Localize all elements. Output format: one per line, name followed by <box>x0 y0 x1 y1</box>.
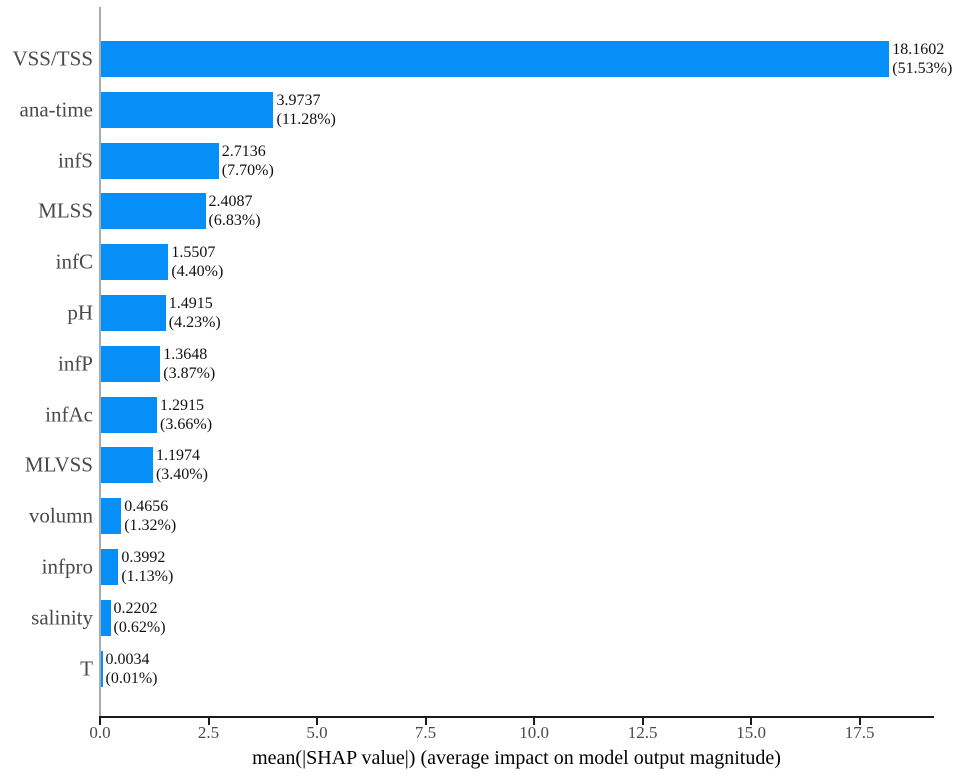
x-tick <box>316 718 319 725</box>
bar-value-label: 0.0034 (0.01%) <box>106 650 158 688</box>
category-label: T <box>80 656 93 681</box>
bar-percent: (11.28%) <box>276 110 336 128</box>
bar-percent: (3.40%) <box>155 466 208 484</box>
x-tick-label: 15.0 <box>736 723 766 742</box>
bar <box>101 295 166 331</box>
category-label: salinity <box>31 605 93 630</box>
x-tick <box>858 718 861 725</box>
bar-value-label: 2.7136 (7.70%) <box>222 142 274 180</box>
bar <box>101 244 169 281</box>
bar-value-label: 1.5507 (4.40%) <box>171 243 223 281</box>
x-tick-label: 17.5 <box>844 723 875 742</box>
bar-value-label: 18.1602 (51.53%) <box>892 40 952 78</box>
bar <box>101 142 219 179</box>
bar-percent: (4.23%) <box>168 314 221 331</box>
category-label: infAc <box>45 402 93 427</box>
bar <box>101 41 890 77</box>
category-label: infpro <box>41 554 93 579</box>
bar-value: 1.1974 <box>155 447 200 465</box>
bar-percent: (3.66%) <box>160 415 213 433</box>
x-tick-label: 2.5 <box>197 723 220 742</box>
x-tick <box>750 718 753 725</box>
bar <box>101 91 274 128</box>
bar <box>101 447 153 484</box>
bar <box>101 193 206 230</box>
bar-percent: (0.01%) <box>105 669 158 687</box>
bar-value-label: 0.4656 (1.32%) <box>124 497 176 535</box>
bar-percent: (6.83%) <box>208 212 261 230</box>
bar-value-label: 1.2915 (3.66%) <box>160 396 212 434</box>
bar-value: 1.4915 <box>168 295 213 312</box>
x-tick-label: 0.0 <box>89 723 111 742</box>
bar-value-label: 1.3648 (3.87%) <box>163 345 215 383</box>
bar-percent: (1.32%) <box>124 517 177 535</box>
x-tick <box>641 718 644 725</box>
category-label: MLVSS <box>24 452 93 477</box>
bar-value: 0.3992 <box>121 549 166 566</box>
bar-percent: (51.53%) <box>892 60 953 77</box>
category-label: MLSS <box>38 198 93 223</box>
category-label: VSS/TSS <box>12 46 93 71</box>
bar <box>101 549 119 585</box>
bar-value-label: 2.4087 (6.83%) <box>209 192 261 230</box>
bar-value-label: 1.4915 (4.23%) <box>169 294 221 332</box>
x-axis-title: mean(|SHAP value|) (average impact on mo… <box>252 747 781 769</box>
category-label: volumn <box>28 503 93 528</box>
bar-percent: (3.87%) <box>163 364 216 382</box>
bar-percent: (4.40%) <box>171 263 224 281</box>
bar-percent: (1.13%) <box>121 568 174 585</box>
bar <box>101 650 103 687</box>
bar-value: 0.2202 <box>113 599 158 617</box>
x-tick-label: 12.5 <box>627 723 658 742</box>
x-tick-label: 10.0 <box>519 723 549 742</box>
bar-value: 1.2915 <box>160 396 205 414</box>
bar-value-label: 3.9737 (11.28%) <box>276 91 335 129</box>
bar <box>101 396 158 433</box>
x-axis-line <box>99 716 934 718</box>
category-label: pH <box>67 300 93 325</box>
category-label: infC <box>55 249 93 274</box>
category-label: infP <box>57 351 93 376</box>
x-tick <box>424 718 427 725</box>
bar-value-label: 1.1974 (3.40%) <box>156 446 208 484</box>
bar-value: 1.3648 <box>163 345 208 363</box>
bar-value-label: 0.3992 (1.13%) <box>121 548 173 586</box>
category-label: ana-time <box>19 97 93 122</box>
bar-percent: (0.62%) <box>113 618 166 636</box>
x-tick <box>207 718 210 725</box>
category-label: infS <box>57 148 93 173</box>
bar-percent: (7.70%) <box>221 161 274 179</box>
bar-value-label: 0.2202 (0.62%) <box>114 599 166 637</box>
bar-value: 1.5507 <box>171 244 216 262</box>
bar-value: 3.9737 <box>276 91 321 109</box>
bar-value: 0.0034 <box>105 650 150 668</box>
bar-value: 18.1602 <box>892 41 945 58</box>
bar-value: 2.4087 <box>208 193 253 211</box>
x-tick <box>533 718 536 725</box>
bar-value: 0.4656 <box>124 498 169 516</box>
x-tick-label: 5.0 <box>306 723 328 742</box>
x-tick <box>99 718 101 725</box>
y-axis-line <box>99 7 101 718</box>
bar <box>101 599 111 636</box>
bar-value: 2.7136 <box>221 142 266 160</box>
x-tick-label: 7.5 <box>414 723 437 742</box>
bar <box>101 498 122 535</box>
bar <box>101 345 161 382</box>
